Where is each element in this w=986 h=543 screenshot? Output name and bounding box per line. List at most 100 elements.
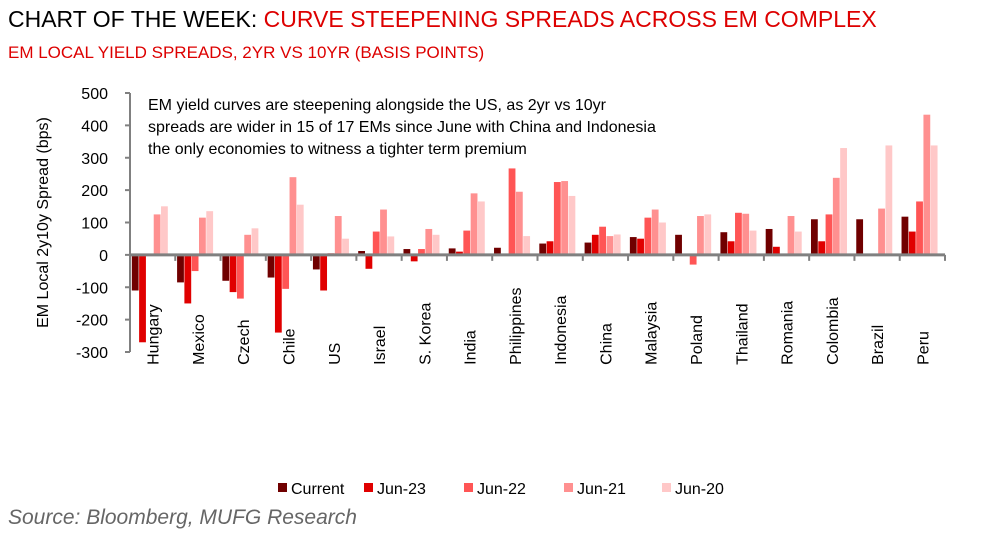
bar-jun-23-chile: [274, 254, 282, 333]
bar-jun-21-hungary: [153, 214, 161, 255]
legend-label-jun-21: Jun-21: [577, 481, 626, 498]
bar-jun-22-skorea: [418, 249, 425, 255]
bar-jun-21-poland: [697, 216, 704, 255]
bar-jun-22-mexico: [191, 254, 199, 272]
x-tick-label: China: [598, 323, 615, 365]
legend-label-jun-20: Jun-20: [675, 481, 724, 498]
bar-jun-22-india: [463, 230, 471, 255]
x-tick-label: Hungary: [146, 304, 163, 364]
bar-jun-23-colombia: [818, 241, 826, 255]
bar-jun-22-indonesia: [553, 182, 561, 255]
x-tick-label: US: [327, 343, 344, 365]
bar-jun-23-romania: [773, 246, 780, 255]
bar-jun-20-romania: [794, 231, 802, 255]
bar-jun-22-philippines: [508, 168, 516, 255]
x-tick-label: Czech: [236, 320, 253, 365]
x-tick-label: S. Korea: [417, 303, 434, 365]
y-tick-label: 500: [81, 86, 108, 103]
bar-jun-21-skorea: [425, 228, 433, 255]
bar-jun-22-chile: [282, 254, 290, 289]
bar-jun-23-china: [591, 234, 599, 255]
x-tick-label: Chile: [281, 328, 298, 365]
bar-jun-22-thailand: [735, 212, 742, 255]
y-tick-label: -100: [76, 280, 108, 297]
bar-jun-22-china: [599, 226, 606, 255]
bar-current-romania: [765, 228, 773, 255]
bar-jun-20-mexico: [206, 211, 214, 255]
bar-current-mexico: [177, 254, 184, 283]
bar-current-skorea: [403, 249, 411, 255]
bar-jun-21-us: [334, 216, 342, 255]
chart-title: CHART OF THE WEEK: CURVE STEEPENING SPRE…: [8, 6, 877, 33]
y-tick-label: 0: [99, 248, 108, 265]
y-axis-label: EM Local 2y10y Spread (bps): [35, 117, 52, 328]
y-tick-label: 200: [81, 183, 108, 200]
bar-current-thailand: [720, 232, 728, 255]
bar-current-peru: [901, 216, 909, 255]
x-tick-label: India: [463, 330, 480, 365]
legend-swatch-jun-22: [464, 483, 473, 492]
bar-jun-20-malaysia: [659, 222, 666, 255]
bar-current-philippines: [494, 247, 501, 255]
x-tick-label: Thailand: [734, 304, 751, 365]
bar-jun-23-hungary: [139, 254, 146, 343]
bar-current-brazil: [856, 219, 864, 255]
bar-current-chile: [267, 254, 275, 278]
legend-swatch-jun-21: [564, 483, 573, 492]
title-main: CURVE STEEPENING SPREADS ACROSS EM COMPL…: [263, 6, 877, 32]
bar-current-israel: [358, 250, 366, 255]
annotation-line: EM yield curves are steepening alongside…: [148, 97, 607, 114]
bar-jun-21-israel: [380, 209, 387, 255]
bar-current-india: [448, 248, 456, 255]
annotation-line: spreads are wider in 15 of 17 EMs since …: [148, 119, 656, 136]
bar-jun-23-czech: [229, 254, 237, 293]
title-prefix: CHART OF THE WEEK:: [8, 6, 264, 32]
bar-jun-20-india: [477, 201, 485, 255]
bar-jun-20-china: [613, 234, 621, 255]
bar-jun-20-indonesia: [568, 195, 576, 255]
bar-jun-20-poland: [704, 214, 712, 255]
legend-swatch-jun-23: [364, 483, 373, 492]
bar-jun-20-chile: [296, 204, 304, 255]
bar-jun-22-israel: [372, 231, 380, 255]
y-tick-label: -200: [76, 313, 108, 330]
bar-jun-23-india: [456, 251, 463, 255]
x-tick-label: Poland: [689, 315, 706, 365]
bar-jun-20-us: [342, 238, 349, 255]
x-tick-label: Malaysia: [644, 302, 661, 365]
y-tick-label: 100: [81, 216, 108, 233]
chart-subtitle: EM LOCAL YIELD SPREADS, 2YR VS 10YR (BAS…: [8, 43, 485, 62]
x-tick-label: Peru: [915, 331, 932, 365]
annotation-line: the only economies to witness a tighter …: [148, 141, 527, 158]
bar-jun-20-philippines: [523, 236, 531, 255]
bar-jun-22-malaysia: [644, 217, 652, 255]
bar-jun-20-brazil: [885, 145, 893, 255]
bar-jun-21-chile: [289, 177, 297, 255]
bar-jun-23-mexico: [184, 254, 192, 304]
bar-current-china: [584, 242, 592, 255]
bar-jun-21-malaysia: [651, 209, 659, 255]
bar-jun-20-peru: [930, 145, 938, 255]
x-tick-label: Romania: [780, 301, 797, 365]
bar-jun-22-poland: [689, 254, 697, 265]
x-tick-label: Israel: [372, 326, 389, 365]
bar-jun-23-thailand: [727, 241, 735, 255]
bar-jun-23-israel: [365, 254, 373, 269]
bar-jun-21-czech: [244, 234, 252, 255]
legend-label-current: Current: [291, 481, 345, 498]
bar-current-czech: [222, 254, 230, 281]
y-tick-label: 300: [81, 151, 108, 168]
bar-jun-23-peru: [908, 231, 916, 255]
bar-jun-22-peru: [916, 201, 923, 255]
bar-jun-21-china: [606, 236, 614, 255]
bar-jun-21-peru: [923, 114, 931, 255]
bar-jun-20-colombia: [840, 148, 847, 255]
source-note: Source: Bloomberg, MUFG Research: [8, 506, 357, 529]
y-tick-label: -300: [76, 345, 108, 362]
bar-jun-21-philippines: [515, 191, 523, 255]
legend-swatch-jun-20: [662, 483, 671, 492]
bar-jun-20-skorea: [432, 234, 440, 255]
bar-jun-20-hungary: [161, 206, 168, 255]
bar-jun-21-thailand: [742, 213, 750, 255]
bar-jun-22-colombia: [825, 214, 833, 255]
